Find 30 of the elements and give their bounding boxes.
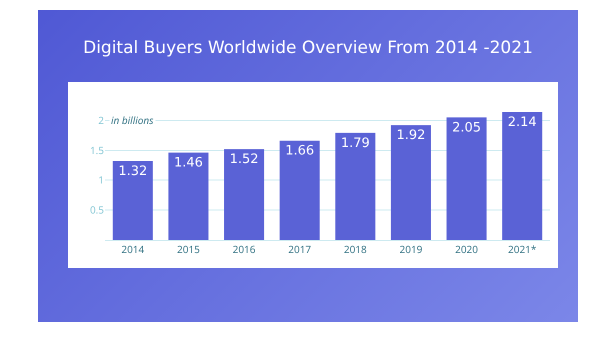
x-tick-label: 2019 [400,242,423,256]
y-tick-label: 2 [98,112,104,127]
data-label: 2.05 [452,120,482,136]
data-label: 1.79 [340,136,370,151]
data-label: 2.14 [508,115,537,130]
data-label: 1.46 [174,156,203,171]
x-tick-label: 2014 [121,242,145,256]
x-tick-label: 2016 [232,242,256,256]
bar [446,117,487,240]
y-axis-title: in billions [111,113,154,127]
x-tick-label: 2021* [508,242,537,256]
x-tick-label: 2018 [344,242,368,256]
y-tick-label: 1.5 [90,142,104,157]
data-label: 1.32 [118,164,148,180]
y-tick-label: 0.5 [90,202,104,217]
chart-title: Digital Buyers Worldwide Overview From 2014 -2021 [83,38,533,58]
y-tick-label: 1 [98,172,104,187]
x-tick-label: 2017 [288,242,312,256]
x-tick-label: 2015 [177,242,200,256]
bar [390,125,431,240]
bar [502,112,542,240]
bar [168,152,208,240]
bar [112,161,153,240]
bar [224,149,264,240]
x-tick-label: 2020 [455,242,478,256]
bar [335,132,376,240]
data-label: 1.66 [285,144,314,159]
bar [280,140,320,240]
data-label: 1.92 [396,128,426,144]
data-label: 1.52 [230,152,259,168]
